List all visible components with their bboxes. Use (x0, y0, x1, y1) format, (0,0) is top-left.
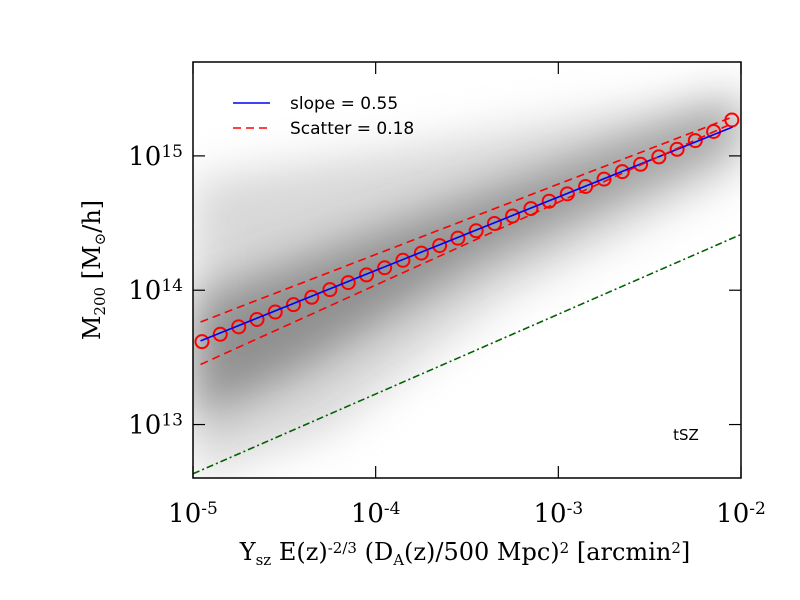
label-part: 2 (671, 539, 681, 557)
label-part: 200 (91, 287, 109, 316)
marker (194, 334, 210, 350)
x-axis-label: Ysz E(z)-2/3 (DA(z)/500 Mpc)2 [arcmin2] (239, 538, 691, 569)
tick-base: 10 (168, 499, 201, 529)
tick-base: 10 (534, 499, 567, 529)
marker (413, 245, 429, 261)
label-part: sz (256, 551, 272, 569)
y-tick-label: 1014 (128, 276, 183, 306)
marker (450, 230, 466, 246)
label-part: ⊙ (91, 233, 109, 246)
density-background (193, 90, 741, 478)
tick-exponent: -3 (567, 499, 584, 519)
label-part: 2 (560, 539, 570, 557)
marker (633, 156, 649, 172)
marker (286, 297, 302, 313)
marker (322, 282, 338, 298)
tick-base: 10 (351, 499, 384, 529)
marker (559, 186, 575, 202)
marker (468, 223, 484, 239)
marks (192, 112, 742, 475)
label-part: M (78, 316, 106, 341)
tick-base: 10 (128, 142, 161, 172)
marker (651, 149, 667, 165)
y-tick-label: 1013 (128, 411, 183, 441)
series-line (200, 122, 733, 366)
tick-exponent: 15 (161, 142, 183, 162)
legend-label: Scatter = 0.18 (290, 119, 414, 139)
marker (340, 275, 356, 291)
x-tick-label: 10-2 (716, 499, 766, 529)
plot-frame (192, 61, 742, 479)
tick-exponent: -5 (201, 499, 218, 519)
marker (614, 164, 630, 180)
marker (687, 133, 703, 149)
label-part: [M (78, 245, 106, 287)
marker (523, 201, 539, 217)
label-part: E(z) (271, 538, 328, 566)
marker (395, 252, 411, 268)
label-part: [arcmin (569, 538, 671, 566)
label-part: -2/3 (328, 539, 357, 557)
marker (267, 304, 283, 320)
tick-exponent: -2 (749, 499, 766, 519)
tick-base: 10 (716, 499, 749, 529)
label-part: /h] (78, 200, 106, 233)
marker (359, 267, 375, 283)
label-part: ] (681, 538, 690, 566)
marker (432, 238, 448, 254)
tick-exponent: -4 (384, 499, 401, 519)
tick-exponent: 14 (161, 277, 183, 297)
y-axis-label: M200 [M⊙/h] (78, 200, 109, 340)
series-line (192, 233, 742, 475)
x-tick-label: 10-4 (351, 499, 401, 529)
label-part: A (392, 551, 404, 569)
tick-base: 10 (128, 276, 161, 306)
label-part: Y (239, 538, 257, 566)
tick-base: 10 (128, 411, 161, 441)
x-tick-label: 10-5 (168, 499, 218, 529)
label-part: (z)/500 Mpc) (404, 538, 560, 566)
tick-exponent: 13 (161, 411, 183, 431)
label-part: (D (357, 538, 393, 566)
marker (486, 215, 502, 231)
y-tick-label: 1015 (128, 142, 183, 172)
annotation: tSZ (673, 426, 699, 444)
marker (249, 311, 265, 327)
series-line (200, 116, 733, 323)
marker (212, 326, 228, 342)
marker (669, 141, 685, 157)
legend-label: slope = 0.55 (290, 94, 398, 114)
marker (377, 260, 393, 276)
x-tick-label: 10-3 (534, 499, 584, 529)
marker (304, 289, 320, 305)
density-core (193, 105, 741, 420)
marker (541, 193, 557, 209)
marker (231, 319, 247, 335)
